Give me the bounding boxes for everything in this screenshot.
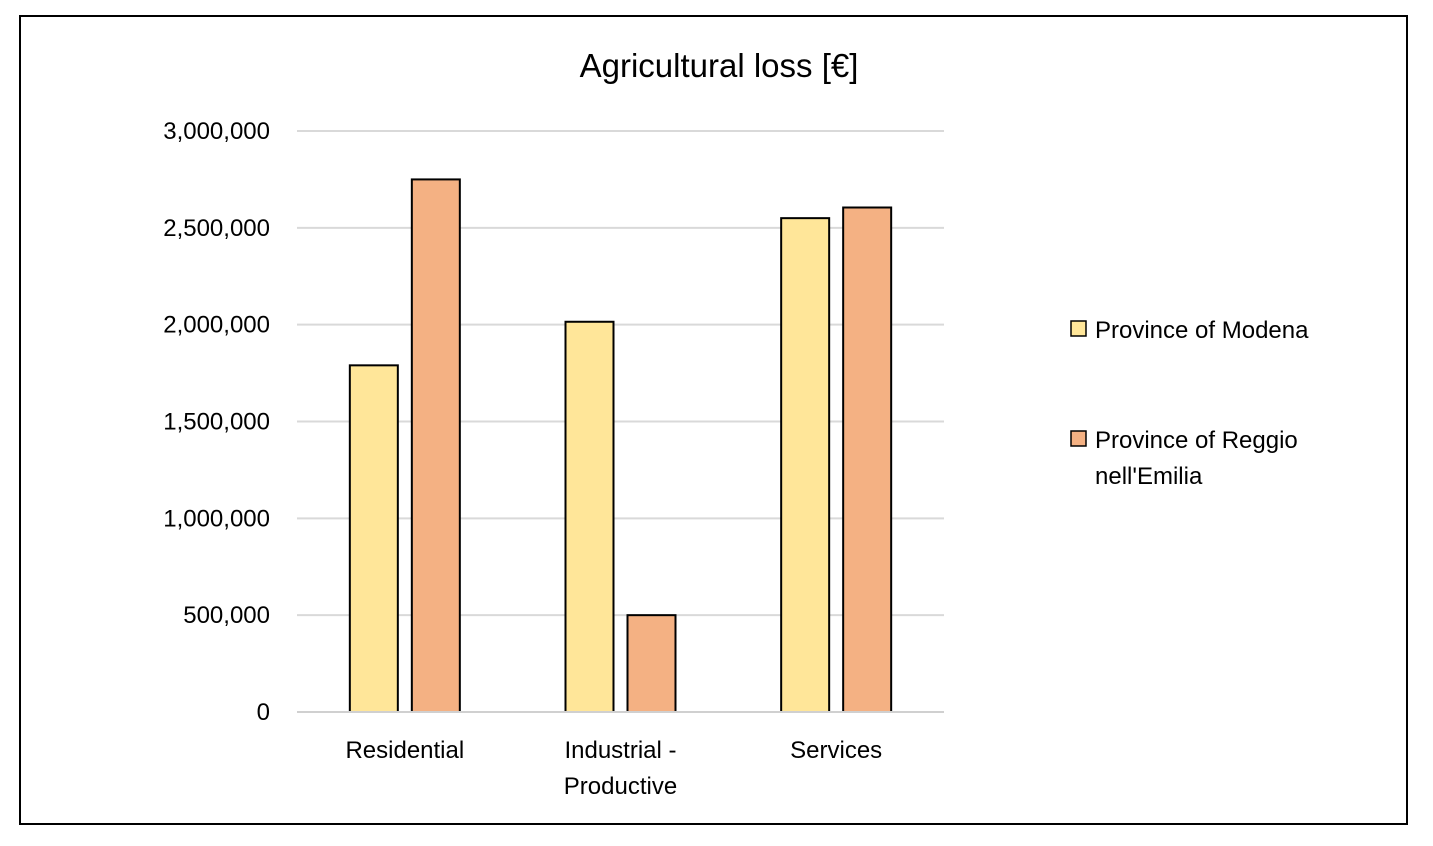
y-tick-label: 1,500,000 [163,409,270,436]
y-tick-label: 0 [257,699,270,726]
bar-reggio-2 [842,206,893,714]
y-tick-label: 1,000,000 [163,505,270,532]
legend-label: Province of Modena [1095,317,1309,344]
chart-frame [19,15,1408,825]
legend-swatch [1070,430,1087,447]
x-category-label: Industrial - [564,737,676,764]
legend-label: Province of Reggio [1095,427,1298,454]
y-tick-label: 500,000 [183,602,270,629]
bar-modena-2 [780,217,831,713]
legend-label: nell'Emilia [1095,463,1203,490]
y-tick-label: 2,000,000 [163,312,270,339]
bars [348,178,893,714]
bar-reggio-0 [410,178,461,713]
y-axis-ticks: 0 500,000 1,000,000 1,500,000 2,000,000 2,500… [163,118,270,726]
chart-title: Agricultural loss [€] [580,47,859,84]
x-category-label: Services [790,737,882,764]
bar-modena-1 [564,320,615,713]
y-tick-label: 2,500,000 [163,215,270,242]
gridlines [297,130,944,617]
x-axis-categories: Residential Industrial - Productive Service… [345,737,882,800]
legend: Province of Modena Province of Reggio nell… [1070,317,1309,490]
bar-modena-0 [348,364,399,713]
x-category-label: Productive [564,773,677,800]
x-category-label: Residential [345,737,464,764]
bar-reggio-1 [626,614,677,714]
legend-swatch [1070,320,1087,337]
y-tick-label: 3,000,000 [163,118,270,145]
